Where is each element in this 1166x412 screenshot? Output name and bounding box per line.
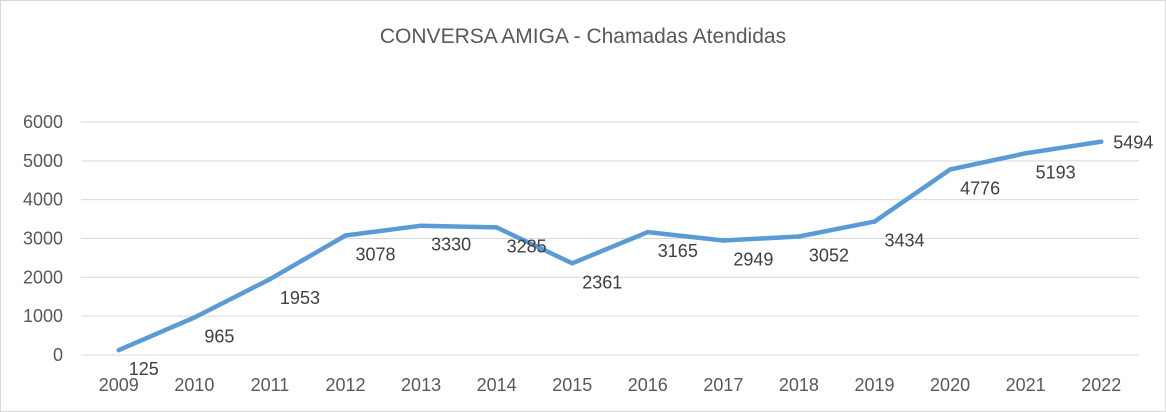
data-point: [796, 234, 802, 239]
data-point: [1023, 151, 1028, 156]
data-label: 3330: [431, 235, 471, 255]
data-label: 125: [129, 359, 159, 379]
x-tick-label: 2019: [854, 375, 894, 395]
data-label: 2949: [733, 249, 773, 269]
data-label: 3285: [507, 236, 547, 256]
data-label: 965: [204, 327, 234, 347]
data-point: [192, 315, 197, 320]
data-point: [267, 276, 273, 282]
chart-title: CONVERSA AMIGA - Chamadas Atendidas: [380, 25, 786, 48]
x-tick-label: 2022: [1081, 375, 1121, 395]
data-label: 5193: [1036, 162, 1076, 182]
x-tick-label: 2018: [779, 375, 819, 395]
data-point: [872, 219, 877, 224]
y-tick-label: 4000: [23, 190, 63, 210]
x-tick-label: 2010: [174, 375, 214, 395]
data-labels: 125 965 1953 3078 3330 3285 2361 3165 2949 3052 34…: [129, 133, 1153, 379]
data-point: [116, 347, 121, 353]
y-tick-label: 5000: [23, 151, 63, 171]
x-tick-label: 2021: [1006, 375, 1046, 395]
x-tick-label: 2012: [325, 375, 365, 395]
data-point: [570, 261, 575, 266]
y-tick-label: 2000: [23, 267, 63, 287]
data-point: [645, 229, 650, 235]
x-tick-label: 2015: [552, 375, 592, 395]
x-tick-label: 2017: [703, 375, 743, 395]
x-tick-label: 2016: [628, 375, 668, 395]
y-tick-label: 6000: [23, 112, 63, 132]
x-axis-ticks: 2009 2010 2011 2012 2013 2014 2015 2016 2017 2018…: [99, 375, 1121, 395]
data-point: [494, 225, 499, 230]
series: [116, 139, 1104, 353]
x-tick-label: 2013: [401, 375, 441, 395]
data-point: [947, 167, 953, 172]
y-tick-label: 1000: [23, 306, 63, 326]
x-tick-label: 2011: [251, 375, 290, 395]
data-point: [343, 233, 348, 238]
series-line: [116, 139, 1104, 353]
x-tick-label: 2014: [477, 375, 517, 395]
gridlines: [81, 121, 1139, 356]
y-tick-label: 0: [53, 345, 63, 365]
x-tick-label: 2009: [99, 375, 139, 395]
y-tick-label: 3000: [23, 229, 63, 249]
y-axis-ticks: 0 1000 2000 3000 4000 5000 6000: [23, 112, 63, 365]
data-label: 3165: [658, 241, 698, 261]
data-point: [418, 223, 424, 228]
data-label: 3434: [885, 231, 925, 251]
data-label: 3078: [356, 244, 396, 264]
data-point: [1099, 139, 1104, 144]
data-label: 1953: [280, 288, 320, 308]
data-label: 4776: [960, 179, 1000, 199]
x-tick-label: 2020: [930, 375, 970, 395]
data-point: [721, 238, 726, 243]
data-label: 2361: [582, 272, 622, 292]
data-label: 5494: [1113, 133, 1153, 153]
data-label: 3052: [809, 245, 849, 265]
